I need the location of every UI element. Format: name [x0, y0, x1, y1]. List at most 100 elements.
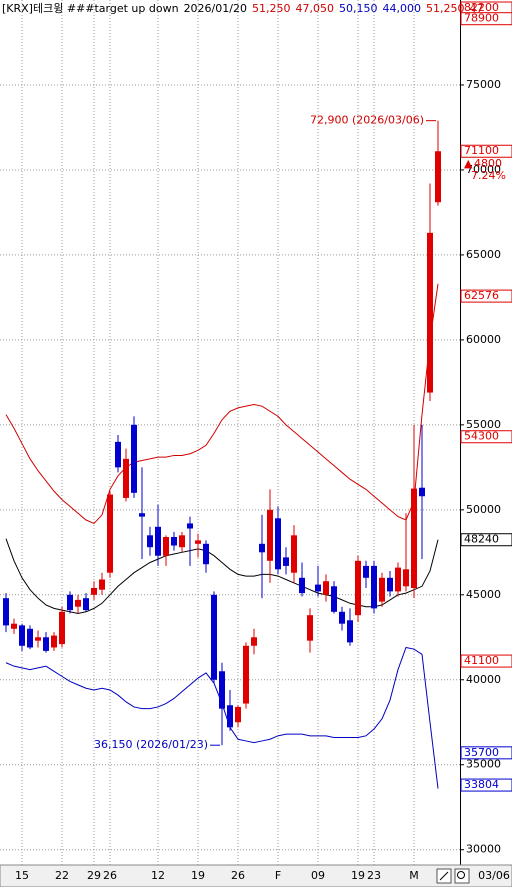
candle-body: [123, 458, 129, 498]
candle-body: [115, 441, 121, 468]
candle-body: [187, 523, 193, 529]
change: 4800: [474, 157, 502, 170]
header-item: 51,250: [426, 2, 465, 15]
change-arrow: ▲: [464, 157, 473, 170]
price-label: 62576: [464, 289, 499, 302]
candle-body: [27, 628, 33, 648]
time-axis-bar: [0, 864, 512, 887]
price-label: 54300: [464, 430, 499, 443]
candle-body: [379, 577, 385, 602]
price-label-box: [460, 533, 512, 547]
x-tick-label: 15: [15, 869, 29, 882]
price-label-box: [460, 778, 512, 792]
y-tick-label: 50000: [466, 503, 501, 516]
candle-body: [291, 535, 297, 573]
candle-body: [283, 557, 289, 566]
zoom-icon: [457, 871, 465, 879]
price-label: 71100: [464, 144, 499, 157]
candle-body: [107, 494, 113, 573]
candle-body: [163, 537, 169, 556]
header-item: 50,150: [339, 2, 378, 15]
candle-body: [91, 587, 97, 595]
price-label: 35700: [464, 746, 499, 759]
candle-body: [267, 509, 273, 561]
header-item: [KRX]테크윙 ###target up down: [2, 2, 179, 15]
candle-body: [371, 565, 377, 609]
price-label-box: [460, 654, 512, 668]
x-tick-label: 09: [311, 869, 325, 882]
candle-body: [3, 598, 9, 626]
price-label: 82200: [464, 1, 499, 14]
header-item: 51,250: [252, 2, 291, 15]
y-tick-label: 55000: [466, 418, 501, 431]
y-tick-label: 65000: [466, 248, 501, 261]
price-label-box: [460, 289, 512, 303]
last-date: 03/06: [478, 869, 510, 882]
x-tick-label: 26: [103, 869, 117, 882]
candle-body: [211, 594, 217, 680]
change-pct: 7.24%: [471, 169, 506, 182]
x-tick-label: 12: [151, 869, 165, 882]
candle-body: [307, 615, 313, 641]
price-label: 33804: [464, 778, 499, 791]
candle-body: [435, 151, 441, 203]
candle-body: [203, 543, 209, 565]
x-tick-label: M: [409, 869, 419, 882]
candle-body: [83, 598, 89, 611]
header-item: 47: [469, 2, 483, 15]
candle-body: [419, 487, 425, 497]
x-tick-label: 22: [55, 869, 69, 882]
candle-body: [19, 625, 25, 646]
x-tick-label: 29: [87, 869, 101, 882]
y-tick-label: 35000: [466, 758, 501, 771]
edit-icon: [439, 871, 449, 881]
candle-body: [59, 611, 65, 645]
candle-body: [11, 623, 17, 629]
candle-body: [315, 584, 321, 592]
x-tick-label: 26: [231, 869, 245, 882]
candle-body: [51, 635, 57, 648]
price-label: 48240: [464, 533, 499, 546]
candle-body: [243, 645, 249, 704]
candle-body: [75, 599, 81, 607]
x-tick-label: F: [275, 869, 281, 882]
candle-body: [275, 518, 281, 570]
candle-body: [43, 637, 49, 651]
candle-body: [355, 560, 361, 616]
candle-body: [339, 611, 345, 624]
candle-body: [195, 540, 201, 544]
zoom-button[interactable]: [454, 868, 470, 884]
candle-body: [147, 535, 153, 548]
candle-body: [411, 488, 417, 588]
annotation: 36,150 (2026/01/23): [94, 738, 208, 751]
candle-body: [387, 577, 393, 592]
x-tick-label: 23: [367, 869, 381, 882]
price-label-box: [460, 430, 512, 444]
price-label-box: [460, 12, 512, 26]
y-tick-label: 70000: [466, 163, 501, 176]
header-item: 47,050: [295, 2, 334, 15]
header: [KRX]테크윙 ###target up down 2026/01/20 51,2…: [2, 2, 483, 15]
band-line: [5, 283, 439, 525]
candle-body: [331, 586, 337, 612]
price-label-box: [460, 144, 512, 158]
candle-body: [155, 526, 161, 556]
header-item: 2026/01/20: [184, 2, 247, 15]
x-tick-label: 19: [191, 869, 205, 882]
candle-body: [395, 567, 401, 592]
y-tick-label: 75000: [466, 78, 501, 91]
price-label: 78900: [464, 12, 499, 25]
header-item: 44,000: [382, 2, 421, 15]
candle-body: [179, 535, 185, 548]
y-tick-label: 30000: [466, 843, 501, 856]
price-label-box: [460, 746, 512, 760]
candle-body: [299, 577, 305, 594]
candle-body: [131, 424, 137, 493]
candle-body: [259, 543, 265, 553]
price-label: 41100: [464, 654, 499, 667]
candle-body: [403, 569, 409, 587]
y-tick-label: 45000: [466, 588, 501, 601]
y-tick-label: 40000: [466, 673, 501, 686]
candle-body: [427, 232, 433, 393]
